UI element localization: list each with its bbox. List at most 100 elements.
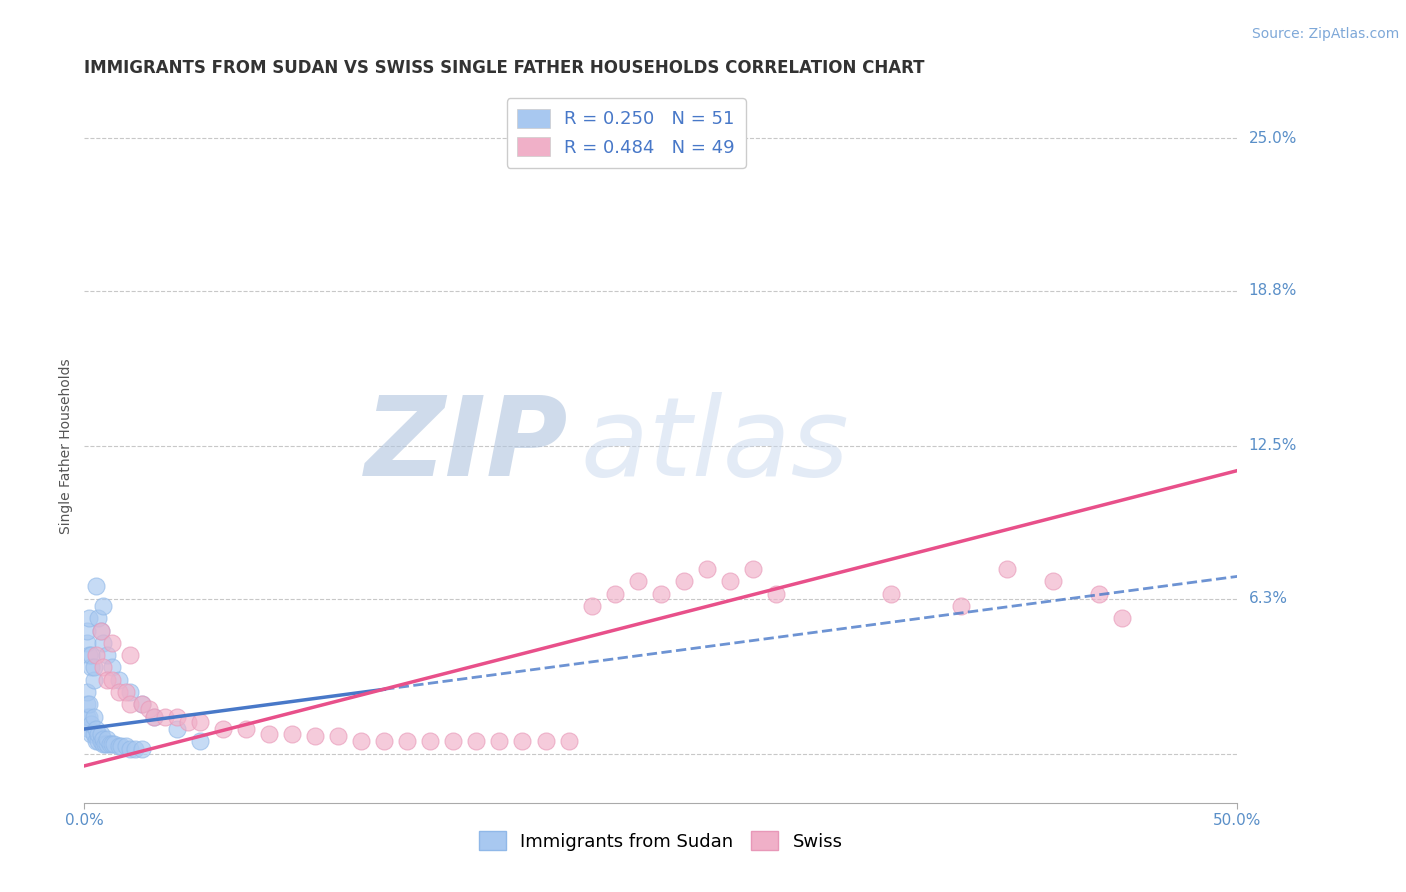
Point bbox=[138, 702, 160, 716]
Point bbox=[166, 709, 188, 723]
Point bbox=[1088, 587, 1111, 601]
Point bbox=[1111, 611, 1133, 625]
Point bbox=[91, 660, 114, 674]
Point bbox=[96, 731, 118, 746]
Point bbox=[153, 709, 176, 723]
Point bbox=[84, 579, 107, 593]
Y-axis label: Single Father Households: Single Father Households bbox=[59, 359, 73, 533]
Point bbox=[949, 599, 972, 613]
Point bbox=[120, 741, 142, 756]
Text: atlas: atlas bbox=[581, 392, 849, 500]
Point bbox=[108, 739, 131, 754]
Point bbox=[96, 737, 118, 751]
Point bbox=[108, 685, 131, 699]
Point bbox=[89, 734, 111, 748]
Point bbox=[108, 673, 131, 687]
Text: Source: ZipAtlas.com: Source: ZipAtlas.com bbox=[1251, 27, 1399, 41]
Point bbox=[419, 734, 441, 748]
Point bbox=[142, 709, 165, 723]
Point bbox=[465, 734, 488, 748]
Point bbox=[91, 731, 114, 746]
Point bbox=[80, 660, 103, 674]
Point bbox=[110, 739, 132, 754]
Point bbox=[80, 727, 103, 741]
Point bbox=[672, 574, 695, 589]
Point bbox=[581, 599, 603, 613]
Point bbox=[995, 562, 1018, 576]
Point bbox=[101, 660, 124, 674]
Point bbox=[96, 648, 118, 662]
Text: 25.0%: 25.0% bbox=[1249, 131, 1296, 146]
Point bbox=[101, 737, 124, 751]
Point bbox=[257, 727, 280, 741]
Point bbox=[76, 709, 98, 723]
Point bbox=[281, 727, 304, 741]
Text: IMMIGRANTS FROM SUDAN VS SWISS SINGLE FATHER HOUSEHOLDS CORRELATION CHART: IMMIGRANTS FROM SUDAN VS SWISS SINGLE FA… bbox=[84, 59, 925, 77]
Point bbox=[76, 698, 98, 712]
Point bbox=[87, 727, 110, 741]
Point bbox=[77, 648, 100, 662]
Point bbox=[188, 734, 211, 748]
Point bbox=[83, 660, 105, 674]
Point bbox=[89, 727, 111, 741]
Legend: Immigrants from Sudan, Swiss: Immigrants from Sudan, Swiss bbox=[471, 824, 851, 858]
Point bbox=[77, 698, 100, 712]
Point bbox=[650, 587, 672, 601]
Point bbox=[211, 722, 233, 736]
Point bbox=[89, 624, 111, 638]
Point bbox=[166, 722, 188, 736]
Point bbox=[98, 737, 121, 751]
Point bbox=[765, 587, 787, 601]
Point bbox=[84, 722, 107, 736]
Point bbox=[103, 737, 125, 751]
Point bbox=[84, 734, 107, 748]
Point bbox=[83, 709, 105, 723]
Point bbox=[373, 734, 395, 748]
Point bbox=[77, 722, 100, 736]
Point bbox=[87, 611, 110, 625]
Text: ZIP: ZIP bbox=[366, 392, 568, 500]
Point bbox=[87, 734, 110, 748]
Point bbox=[76, 624, 98, 638]
Point bbox=[627, 574, 650, 589]
Point bbox=[83, 727, 105, 741]
Point bbox=[80, 648, 103, 662]
Point bbox=[96, 673, 118, 687]
Point bbox=[177, 714, 200, 729]
Point bbox=[142, 709, 165, 723]
Point bbox=[131, 698, 153, 712]
Point bbox=[512, 734, 534, 748]
Point bbox=[84, 648, 107, 662]
Point bbox=[124, 741, 146, 756]
Point bbox=[131, 698, 153, 712]
Point bbox=[120, 648, 142, 662]
Point bbox=[188, 714, 211, 729]
Point bbox=[534, 734, 557, 748]
Text: 6.3%: 6.3% bbox=[1249, 591, 1288, 606]
Point bbox=[441, 734, 464, 748]
Point bbox=[120, 698, 142, 712]
Point bbox=[557, 734, 579, 748]
Point bbox=[80, 717, 103, 731]
Point bbox=[101, 636, 124, 650]
Point bbox=[77, 611, 100, 625]
Text: 12.5%: 12.5% bbox=[1249, 439, 1296, 453]
Point bbox=[76, 636, 98, 650]
Point bbox=[91, 737, 114, 751]
Point bbox=[396, 734, 419, 748]
Point bbox=[235, 722, 257, 736]
Text: 18.8%: 18.8% bbox=[1249, 284, 1296, 299]
Point bbox=[94, 737, 117, 751]
Point bbox=[89, 624, 111, 638]
Point bbox=[115, 685, 138, 699]
Point bbox=[115, 739, 138, 754]
Point bbox=[131, 741, 153, 756]
Point bbox=[718, 574, 741, 589]
Point bbox=[880, 587, 903, 601]
Point bbox=[742, 562, 765, 576]
Point bbox=[83, 673, 105, 687]
Point bbox=[488, 734, 510, 748]
Point bbox=[91, 599, 114, 613]
Point bbox=[696, 562, 718, 576]
Point bbox=[77, 709, 100, 723]
